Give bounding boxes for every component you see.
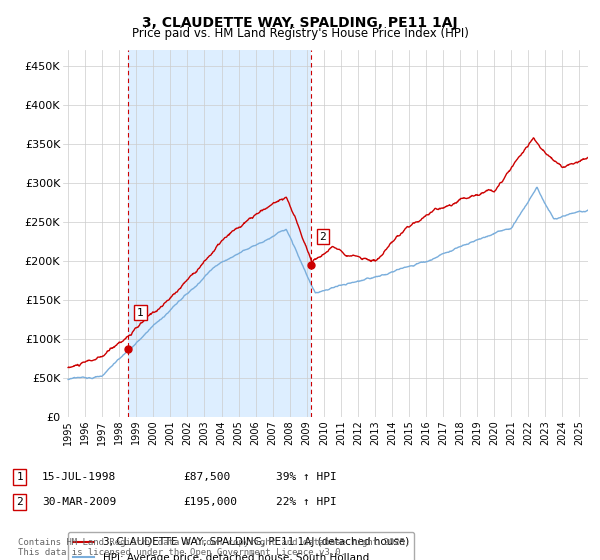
Text: £195,000: £195,000 (183, 497, 237, 507)
Text: 22% ↑ HPI: 22% ↑ HPI (276, 497, 337, 507)
Text: 39% ↑ HPI: 39% ↑ HPI (276, 472, 337, 482)
Text: 1: 1 (137, 307, 144, 318)
Text: 2: 2 (16, 497, 23, 507)
Text: 3, CLAUDETTE WAY, SPALDING, PE11 1AJ: 3, CLAUDETTE WAY, SPALDING, PE11 1AJ (142, 16, 458, 30)
Legend: 3, CLAUDETTE WAY, SPALDING, PE11 1AJ (detached house), HPI: Average price, detac: 3, CLAUDETTE WAY, SPALDING, PE11 1AJ (de… (68, 532, 414, 560)
Text: Price paid vs. HM Land Registry's House Price Index (HPI): Price paid vs. HM Land Registry's House … (131, 27, 469, 40)
Text: Contains HM Land Registry data © Crown copyright and database right 2025.
This d: Contains HM Land Registry data © Crown c… (18, 538, 410, 557)
Text: 30-MAR-2009: 30-MAR-2009 (42, 497, 116, 507)
Text: 1: 1 (16, 472, 23, 482)
Text: 15-JUL-1998: 15-JUL-1998 (42, 472, 116, 482)
Text: 2: 2 (319, 232, 326, 241)
Text: £87,500: £87,500 (183, 472, 230, 482)
Bar (128, 50, 311, 417)
